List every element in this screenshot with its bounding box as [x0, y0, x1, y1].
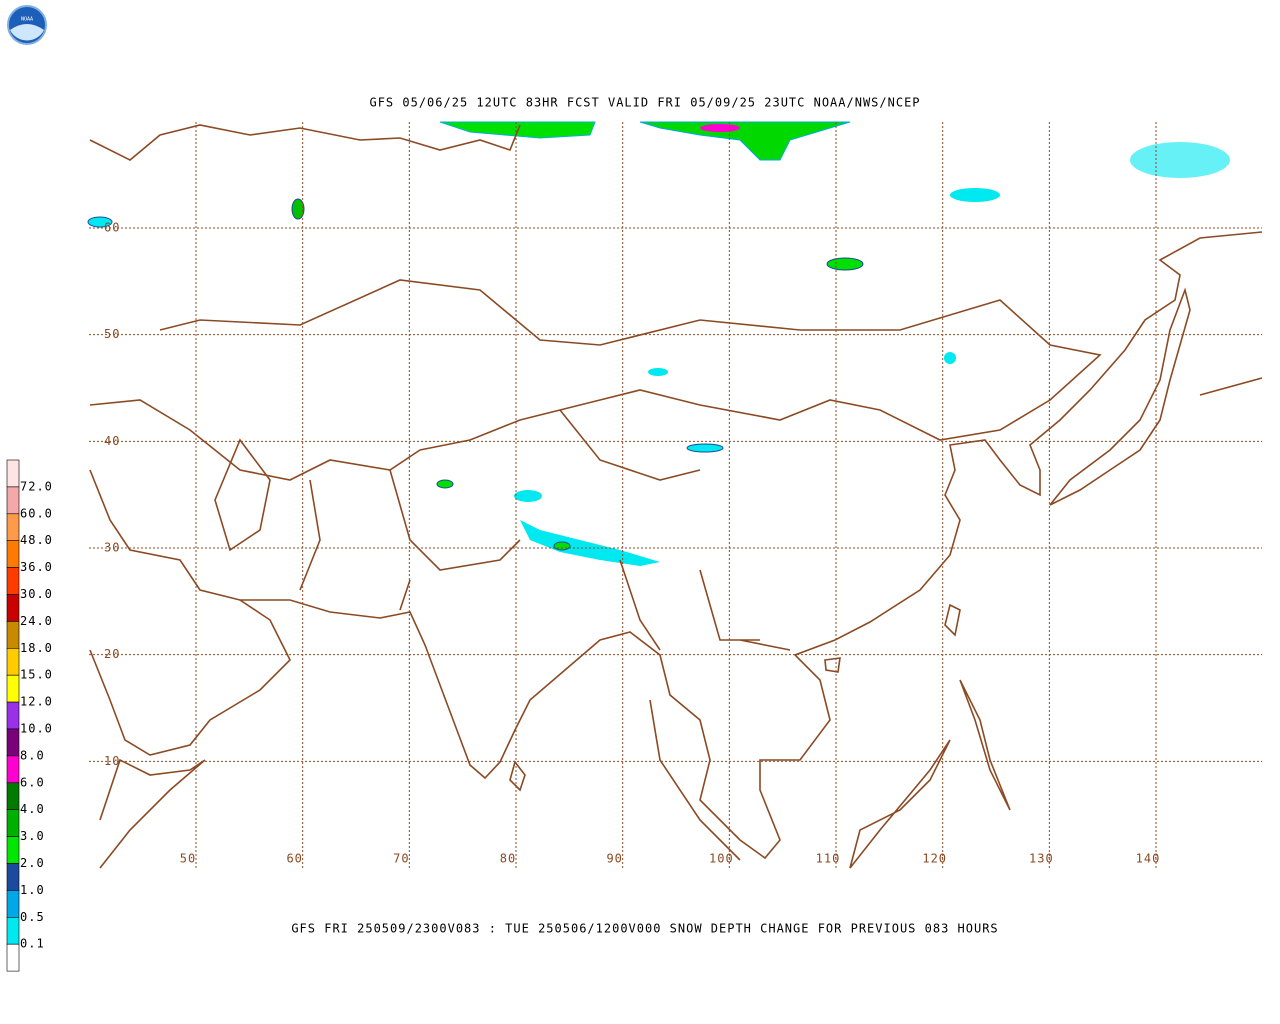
lat-label: 10 [104, 754, 120, 768]
snow-patches [87, 121, 1230, 566]
legend-label: 8.0 [20, 748, 45, 762]
legend-swatch [6, 943, 20, 972]
lat-label: 40 [104, 434, 120, 448]
legend-swatch [6, 728, 20, 757]
legend-swatch [6, 809, 20, 837]
map-title: GFS 05/06/25 12UTC 83HR FCST VALID FRI 0… [369, 96, 920, 110]
lon-label: 70 [393, 852, 409, 866]
lat-label: 30 [104, 541, 120, 555]
lat-label: 20 [104, 647, 120, 661]
legend-label: 4.0 [20, 802, 45, 816]
legend-label: 10.0 [20, 722, 53, 736]
lon-label: 50 [180, 852, 196, 866]
legend-swatch [6, 701, 20, 730]
legend-swatch [6, 836, 20, 864]
lon-label: 100 [709, 852, 734, 866]
noaa-logo: NOAA [7, 5, 47, 45]
map-caption: GFS FRI 250509/2300V083 : TUE 250506/120… [291, 922, 998, 936]
legend-label: 15.0 [20, 668, 53, 682]
map-frame [89, 122, 1262, 868]
legend-swatch [6, 513, 20, 541]
lat-label: 50 [104, 327, 120, 341]
coastlines [89, 124, 1263, 869]
legend-swatch [6, 459, 20, 488]
map: 60 50 40 30 20 10 50 60 70 80 90 100 110 120 130 140 [87, 121, 1263, 869]
legend-label: 24.0 [20, 614, 53, 628]
color-legend: 72.0 60.0 48.0 36.0 30.0 24.0 18.0 15.0 12.0 10.0… [6, 459, 53, 972]
legend-label: 2.0 [20, 856, 45, 870]
legend-swatch [6, 916, 20, 945]
lon-label: 130 [1029, 852, 1054, 866]
legend-swatch [6, 674, 20, 703]
lon-label: 110 [816, 852, 841, 866]
legend-swatch [6, 863, 20, 891]
legend-label: 1.0 [20, 883, 45, 897]
lon-label: 60 [286, 852, 302, 866]
legend-swatch [6, 621, 20, 649]
legend-label: 48.0 [20, 533, 53, 547]
legend-label: 72.0 [20, 479, 53, 493]
legend-label: 0.1 [20, 937, 45, 951]
legend-swatch [6, 782, 20, 810]
legend-swatch [6, 647, 20, 676]
legend-swatch [6, 540, 20, 568]
lon-label: 80 [500, 852, 516, 866]
legend-label: 0.5 [20, 910, 45, 924]
legend-swatch [6, 890, 20, 918]
legend-label: 30.0 [20, 587, 53, 601]
legend-label: 3.0 [20, 829, 45, 843]
legend-swatch [6, 755, 20, 784]
legend-swatch [6, 567, 20, 595]
legend-label: 36.0 [20, 560, 53, 574]
legend-swatch [6, 486, 20, 515]
legend-label: 18.0 [20, 641, 53, 655]
legend-swatch [6, 594, 20, 622]
legend-label: 12.0 [20, 695, 53, 709]
legend-label: 6.0 [20, 775, 45, 789]
lon-label: 90 [606, 852, 622, 866]
legend-label: 60.0 [20, 506, 53, 520]
logo-label: NOAA [21, 17, 33, 23]
lon-label: 140 [1136, 852, 1161, 866]
lat-label: 60 [104, 221, 120, 235]
lon-label: 120 [922, 852, 947, 866]
